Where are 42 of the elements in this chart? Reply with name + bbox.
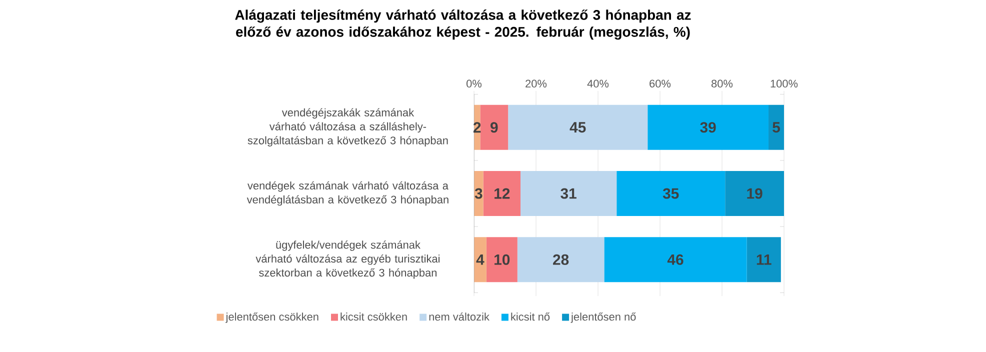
bar [725,171,784,216]
y-tick-label: vendégéjszakák számának várható változása a szálláshely-szolgáltatásban a következő 3 hónapban [248,108,448,146]
x-tick-label: 40% [587,80,609,88]
data-label: 46 [667,254,684,265]
y-tick-label: ügyfelek/vendégek számának várható változása az egyéb turisztikai szektorban a következő 3 hónapban [256,240,440,279]
bar [483,171,521,216]
bar [480,104,508,150]
bar [486,237,518,282]
bar [648,104,769,150]
legend-label: nem változik [429,312,490,321]
data-label: 35 [662,188,679,199]
data-label: 5 [772,122,780,133]
legend-label: kicsit nő [511,312,550,321]
legend-label: kicsit csökken [340,312,407,321]
bar [520,171,617,216]
x-tick-label: 60% [650,80,671,88]
bar [474,237,486,282]
x-tick-label: 20% [526,80,547,88]
data-label: 45 [570,122,586,133]
bar [517,237,604,282]
bar [746,237,781,282]
data-label: 31 [560,188,576,199]
legend-label: jelentősen csökken [226,312,318,323]
data-label: 3 [474,188,482,199]
data-label: 4 [476,254,484,265]
data-label: 12 [494,188,510,199]
x-tick-label: 80% [712,80,733,88]
x-tick-label: 0% [466,80,482,88]
legend-label: jelentősen nő [570,312,636,323]
data-label: 11 [756,254,772,265]
data-label: 39 [700,122,716,133]
bar [604,237,747,282]
x-tick-label: 100% [770,80,798,88]
chart-title: Alágazati teljesítmény várható változása a következő 3 hónapban az előző év azonos időszakához képest - 2025. február (megoszlás, %) [235,10,691,40]
data-label: 10 [494,254,510,265]
bar [616,171,726,216]
data-label: 19 [747,188,762,199]
bar [768,104,784,150]
data-label: 9 [490,122,498,133]
data-label: 28 [553,254,569,265]
bar [508,104,648,150]
y-tick-label: vendégek számának várható változása a vendéglátásban a következő 3 hónapban [246,181,448,206]
